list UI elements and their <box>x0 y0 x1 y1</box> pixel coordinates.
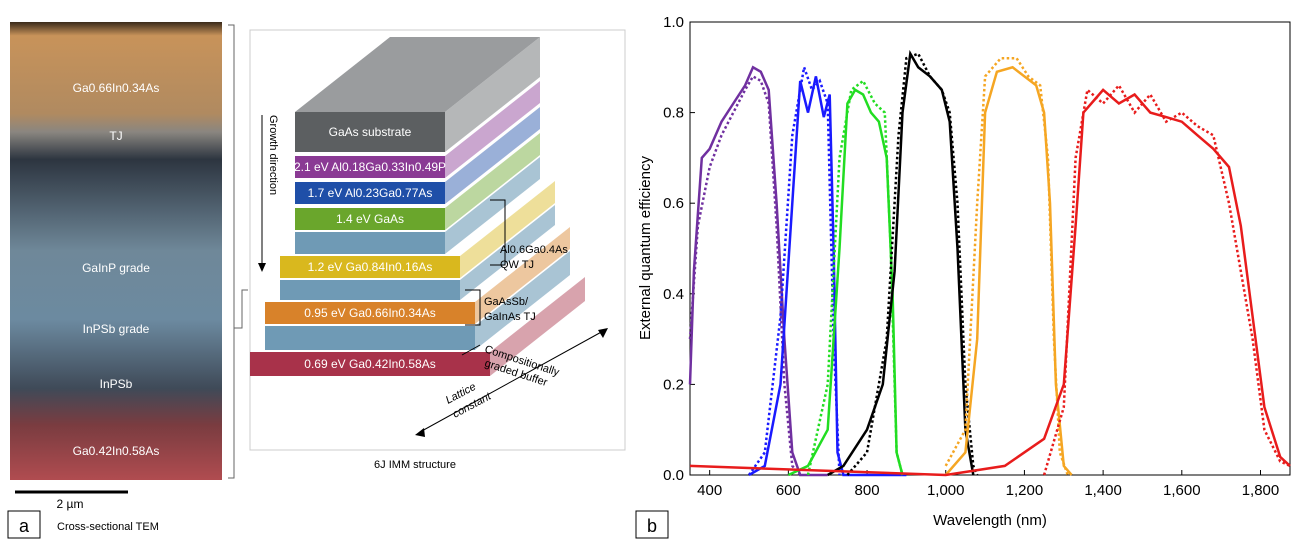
x-tick-label: 1,000 <box>927 482 965 499</box>
layer-front <box>250 352 490 376</box>
layer-label: 0.69 eV Ga0.42In0.58As <box>304 357 435 371</box>
growth-label: Growth direction <box>267 115 279 195</box>
panel-label: b <box>647 516 657 536</box>
layer-side <box>475 227 570 324</box>
arrow-head <box>598 328 608 338</box>
layer-label: 2.1 eV Al0.18Ga0.33In0.49P <box>294 160 446 174</box>
layer-side <box>445 81 540 178</box>
layer-label: 1.7 eV Al0.23Ga0.77As <box>308 186 433 200</box>
tem-label: Ga0.42In0.58As <box>73 444 160 458</box>
buffer-front <box>295 232 445 254</box>
x-tick-label: 800 <box>855 482 880 499</box>
bracket <box>465 289 481 326</box>
buffer-side <box>460 205 555 300</box>
x-tick-label: 400 <box>697 482 722 499</box>
layer-label: 1.2 eV Ga0.84In0.16As <box>308 260 433 274</box>
tem-label: InPSb grade <box>83 322 150 336</box>
arrow-head <box>258 263 266 272</box>
bracket <box>490 199 506 266</box>
eqe-line <box>747 62 841 476</box>
buffer-front <box>280 280 460 300</box>
bracket <box>234 289 248 329</box>
tem-image <box>10 22 222 480</box>
eqe-line <box>1042 83 1291 476</box>
y-tick-label: 0.6 <box>663 195 684 212</box>
arrow <box>419 329 606 433</box>
caption: Cross-sectional TEM <box>57 521 159 533</box>
layer-label: 0.95 eV Ga0.66In0.34As <box>304 306 435 320</box>
eqe-chart: 0.0 0.2 0.4 0.6 0.8 1.0 400 600 800 1,000 1,200 1,4… <box>663 14 1291 499</box>
y-axis-label: External quantum efficiency <box>637 156 654 340</box>
eqe-line <box>944 56 1069 476</box>
eqe-line <box>806 79 904 476</box>
buffer-side <box>445 157 540 254</box>
layer-side <box>460 181 555 278</box>
panel-box <box>635 510 669 539</box>
y-tick-label: 0.0 <box>663 467 684 484</box>
layer-front <box>295 208 445 230</box>
layer-front <box>280 256 460 278</box>
bracket <box>228 24 235 479</box>
panel-box <box>7 510 41 539</box>
tem-label: Ga0.66In0.34As <box>73 81 160 95</box>
annotation: Al0.6Ga0.4As <box>500 244 568 256</box>
layer-label: GaAs substrate <box>329 125 412 139</box>
layer-front <box>295 156 445 178</box>
eqe-line <box>688 65 828 477</box>
layer-front <box>295 182 445 204</box>
tem-label: TJ <box>109 129 122 143</box>
leader <box>461 344 481 356</box>
x-tick-label: 600 <box>776 482 801 499</box>
layer-front <box>295 112 445 152</box>
tem-label: GaInP grade <box>82 261 150 275</box>
y-tick-label: 1.0 <box>663 14 684 31</box>
layer-side <box>490 277 585 376</box>
x-tick-label: 1,600 <box>1163 482 1201 499</box>
layer-side <box>445 107 540 204</box>
annotation: QW TJ <box>500 259 534 271</box>
y-tick-label: 0.4 <box>663 286 684 303</box>
buffer-side <box>475 251 570 350</box>
diagram-frame <box>249 29 626 451</box>
y-tick-label: 0.2 <box>663 376 684 393</box>
scale-label: 2 µm <box>57 497 84 511</box>
y-tick-label: 0.8 <box>663 105 684 122</box>
tem-label: InPSb <box>100 377 133 391</box>
plot-frame <box>689 21 1291 476</box>
x-axis-label: Wavelength (nm) <box>933 512 1047 529</box>
annotation: GaAsSb/ <box>484 296 529 308</box>
layer-stack: GaAs substrate 2.1 eV Al0.18Ga0.33In0.49P… <box>250 37 585 376</box>
buffer-front <box>265 326 475 350</box>
x-tick-label: 1,400 <box>1084 482 1122 499</box>
layer-top <box>295 37 540 112</box>
layer-label: 1.4 eV GaAs <box>336 212 404 226</box>
layer-side <box>445 37 540 152</box>
arrow-head <box>415 428 425 437</box>
eqe-line <box>748 76 907 477</box>
eqe-line <box>827 49 975 477</box>
panel-label: a <box>19 516 30 536</box>
annotation: GaInAs TJ <box>484 311 536 323</box>
x-tick-label: 1,800 <box>1242 482 1280 499</box>
caption: 6J IMM structure <box>374 459 456 471</box>
layer-side <box>445 133 540 230</box>
x-tick-label: 1,200 <box>1006 482 1044 499</box>
layer-front <box>265 302 475 324</box>
